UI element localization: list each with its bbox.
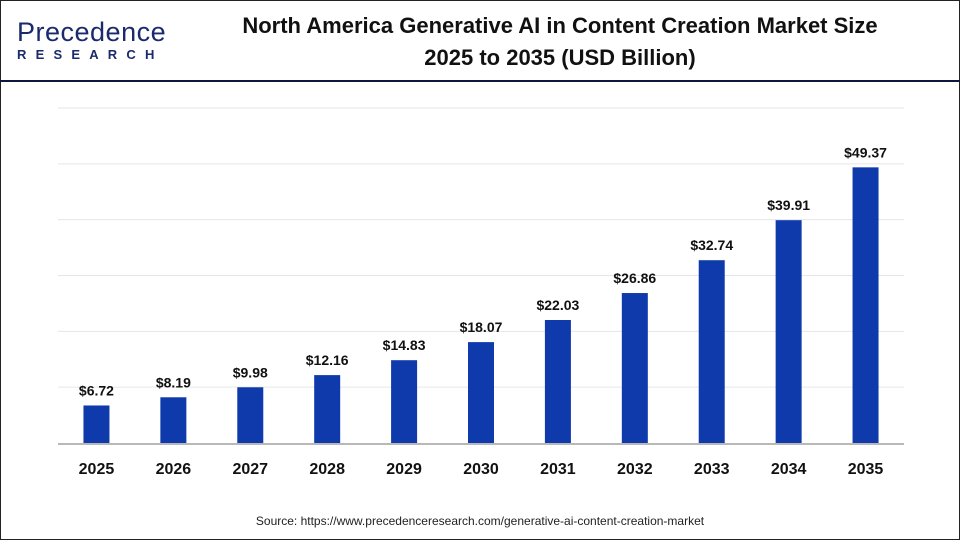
x-tick-label-2031: 2031	[540, 461, 576, 478]
data-label-2035: $49.37	[844, 144, 887, 160]
data-label-2029: $14.83	[383, 337, 426, 353]
title-line-1: North America Generative AI in Content C…	[242, 13, 878, 38]
x-tick-label-2029: 2029	[386, 461, 422, 478]
data-label-2033: $32.74	[690, 237, 733, 253]
data-label-2025: $6.72	[79, 382, 114, 398]
x-tick-label-2030: 2030	[463, 461, 499, 478]
data-label-2031: $22.03	[536, 297, 579, 313]
source-text: Source: https://www.precedenceresearch.c…	[255, 514, 705, 528]
bar-2027	[237, 387, 264, 443]
header: Precedence RESEARCH North America Genera…	[0, 0, 960, 82]
data-label-2032: $26.86	[613, 270, 656, 286]
bar-2025	[83, 405, 110, 443]
data-label-2028: $12.16	[306, 352, 349, 368]
x-tick-label-2028: 2028	[309, 461, 345, 478]
chart-title: North America Generative AI in Content C…	[200, 10, 920, 74]
logo-main-text: Precedence	[17, 17, 167, 47]
x-tick-label-2032: 2032	[617, 461, 653, 478]
data-label-2026: $8.19	[156, 374, 191, 390]
bar-2033	[698, 260, 725, 443]
bar-2030	[468, 342, 494, 443]
x-tick-label-2034: 2034	[771, 461, 807, 478]
bar-2026	[160, 397, 187, 443]
data-label-2034: $39.91	[767, 197, 810, 213]
logo-sub-text: RESEARCH	[17, 47, 164, 62]
x-tick-label-2027: 2027	[232, 461, 268, 478]
x-tick-label-2026: 2026	[156, 461, 192, 478]
data-label-2030: $18.07	[460, 319, 503, 335]
bar-2032	[621, 293, 648, 443]
bar-2031	[544, 319, 571, 443]
x-tick-label-2033: 2033	[694, 461, 730, 478]
data-label-2027: $9.98	[233, 364, 268, 380]
bar-2028	[314, 375, 341, 443]
bar-2029	[391, 360, 418, 443]
bar-2034	[775, 220, 802, 443]
bar-2035	[852, 167, 879, 443]
precedence-research-logo: Precedence RESEARCH	[17, 18, 166, 62]
title-line-2: 2025 to 2035 (USD Billion)	[424, 45, 696, 70]
x-tick-label-2035: 2035	[848, 461, 884, 478]
x-tick-label-2025: 2025	[79, 461, 115, 478]
